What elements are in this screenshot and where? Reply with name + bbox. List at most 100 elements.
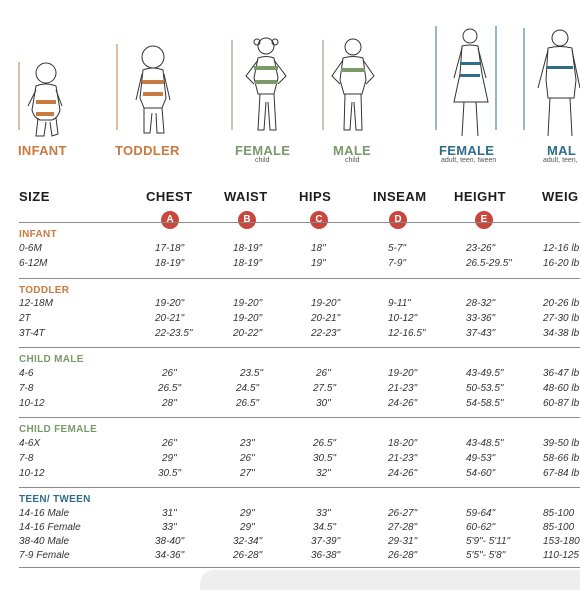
- figure-sub-female-adult: adult, teen, tween: [441, 157, 497, 164]
- cell-height: 60-62": [466, 522, 496, 533]
- cell-hips: 37-39": [311, 536, 341, 547]
- cell-chest: 38-40": [155, 536, 185, 547]
- section-divider: [19, 222, 580, 223]
- section-title-child-male: CHILD MALE: [19, 354, 84, 365]
- cell-weight: 110-125: [543, 550, 579, 561]
- cell-hips: 19": [311, 258, 326, 269]
- cell-height: 26.5-29.5": [466, 258, 512, 269]
- cell-waist: 32-34": [233, 536, 263, 547]
- cell-weight: 67-84 lb: [543, 468, 580, 479]
- section-title-toddler: TODDLER: [19, 285, 70, 296]
- cell-weight: 34-38 lb: [543, 328, 580, 339]
- cell-chest: 28": [162, 398, 177, 409]
- cell-size: 7-9 Female: [19, 550, 70, 561]
- cell-chest: 26.5": [158, 383, 182, 394]
- badge-waist: B: [238, 211, 256, 229]
- figure-label-male-adult: MAL: [547, 143, 577, 158]
- male-adult-figure-icon: [523, 28, 580, 137]
- header-chest: CHEST: [146, 189, 193, 204]
- cell-hips: 22-23": [311, 328, 341, 339]
- figure-sub-male-adult: adult, teen,: [543, 157, 578, 164]
- cell-waist: 27": [240, 468, 255, 479]
- figure-label-infant: INFANT: [18, 143, 67, 158]
- cell-size: 6-12M: [19, 258, 48, 269]
- cell-chest: 30.5": [158, 468, 182, 479]
- cell-weight: 36-47 lb: [543, 368, 580, 379]
- cell-chest: 19-20": [155, 298, 185, 309]
- cell-weight: 85-100: [543, 508, 575, 519]
- cell-size: 4-6X: [19, 438, 41, 449]
- header-hips: HIPS: [299, 189, 332, 204]
- figure-label-female-adult: FEMALE: [439, 143, 495, 158]
- female-adult-figure-icon: [435, 26, 497, 137]
- cell-hips: 36-38": [311, 550, 341, 561]
- cell-height: 33-36": [466, 313, 496, 324]
- section-title-child-female: CHILD FEMALE: [19, 424, 98, 435]
- cell-inseam: 21-23": [388, 383, 418, 394]
- toddler-figure-icon: [116, 44, 171, 134]
- cell-waist: 26.5": [236, 398, 260, 409]
- figure-label-male-child: MALE: [333, 143, 372, 158]
- cell-weight: 85-100: [543, 522, 575, 533]
- male-child-figure-icon: [322, 38, 375, 131]
- section-divider: [19, 278, 580, 279]
- cell-size: 38-40 Male: [19, 536, 70, 547]
- female-child-figure-icon: [231, 37, 287, 131]
- header-inseam: INSEAM: [373, 189, 427, 204]
- figure-sub-female-child: child: [255, 157, 270, 164]
- cell-height: 28-32": [466, 298, 496, 309]
- cell-inseam: 19-20": [388, 368, 418, 379]
- figures-illustration: [18, 26, 580, 137]
- header-waist: WAIST: [224, 189, 268, 204]
- header-weight: WEIG: [542, 189, 579, 204]
- infant-figure-icon: [18, 62, 63, 137]
- cell-inseam: 26-28": [388, 550, 418, 561]
- cell-size: 14-16 Male: [19, 508, 70, 519]
- badge-chest: A: [161, 211, 179, 229]
- cell-weight: 153-180: [543, 536, 580, 547]
- cell-weight: 16-20 lb: [543, 258, 580, 269]
- cell-waist: 29": [240, 508, 255, 519]
- cell-hips: 32": [316, 468, 331, 479]
- cell-hips: 19-20": [311, 298, 341, 309]
- section-divider: [19, 347, 580, 348]
- cell-height: 23-26": [466, 243, 496, 254]
- cell-size: 2T: [19, 313, 31, 324]
- cell-hips: 27.5": [313, 383, 337, 394]
- cell-weight: 12-16 lb: [543, 243, 580, 254]
- figure-label-toddler: TODDLER: [115, 143, 180, 158]
- cell-height: 5'5"- 5'8": [466, 550, 506, 561]
- cell-inseam: 9-11": [388, 298, 411, 309]
- cell-inseam: 12-16.5": [388, 328, 426, 339]
- cell-chest: 26": [162, 368, 177, 379]
- cell-size: 7-8: [19, 453, 34, 464]
- section-title-infant: INFANT: [19, 229, 57, 240]
- cell-inseam: 21-23": [388, 453, 418, 464]
- cell-waist: 29": [240, 522, 255, 533]
- cell-size: 7-8: [19, 383, 34, 394]
- cell-size: 0-6M: [19, 243, 42, 254]
- cell-height: 37-43": [466, 328, 496, 339]
- cell-inseam: 26-27": [388, 508, 418, 519]
- cell-size: 14-16 Female: [19, 522, 81, 533]
- cell-hips: 26": [316, 368, 331, 379]
- cell-size: 10-12: [19, 398, 45, 409]
- cell-weight: 20-26 lb: [543, 298, 580, 309]
- cell-inseam: 5-7": [388, 243, 407, 254]
- badge-height: E: [475, 211, 493, 229]
- cell-inseam: 29-31": [388, 536, 418, 547]
- section-title-teen-tween: TEEN/ TWEEN: [19, 494, 91, 505]
- cell-height: 59-64": [466, 508, 496, 519]
- cell-chest: 33": [162, 522, 177, 533]
- cell-hips: 34.5": [313, 522, 337, 533]
- header-size: SIZE: [19, 189, 50, 204]
- section-divider: [19, 417, 580, 418]
- cell-waist: 18-19": [233, 243, 263, 254]
- cell-size: 10-12: [19, 468, 45, 479]
- cell-chest: 34-36": [155, 550, 185, 561]
- cell-height: 50-53.5": [466, 383, 504, 394]
- cell-weight: 48-60 lb: [543, 383, 580, 394]
- section-divider: [19, 567, 580, 568]
- cell-weight: 58-66 lb: [543, 453, 580, 464]
- cell-height: 5'9"- 5'11": [466, 536, 511, 547]
